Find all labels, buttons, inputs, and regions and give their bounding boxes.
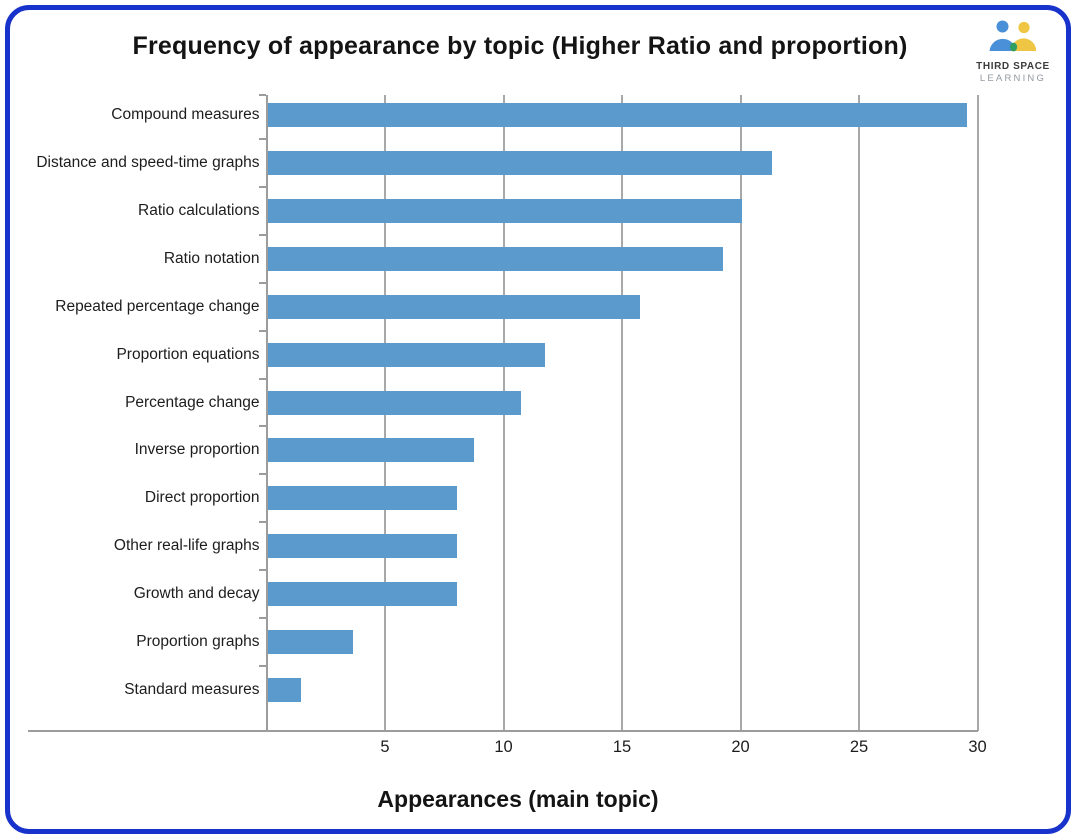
- bar-distance-and-speed-time-graphs: [267, 150, 773, 175]
- logo-text-line1: THIRD SPACE: [976, 61, 1050, 72]
- y-axis-tick: [258, 521, 266, 524]
- category-label: Distance and speed-time graphs: [36, 153, 260, 171]
- y-axis-tick: [258, 617, 266, 620]
- category-label: Repeated percentage change: [55, 297, 260, 315]
- y-axis-tick: [258, 425, 266, 428]
- gridline-20: [739, 95, 742, 731]
- x-tick-label: 5: [380, 738, 390, 756]
- category-label: Compound measures: [111, 106, 260, 123]
- y-axis-tick: [258, 137, 266, 140]
- category-label: Proportion graphs: [136, 633, 260, 651]
- y-axis-tick: [258, 94, 266, 96]
- y-axis-tick: [258, 377, 266, 380]
- bar-ratio-notation: [267, 246, 723, 271]
- y-axis-tick: [258, 185, 266, 188]
- bar-standard-measures: [267, 678, 301, 703]
- bar-direct-proportion: [267, 486, 458, 511]
- x-tick-label: 10: [494, 738, 513, 756]
- gridline-25: [858, 95, 860, 731]
- bar-other-real-life-graphs: [267, 534, 458, 559]
- bar-inverse-proportion: [267, 438, 474, 463]
- category-label: Growth and decay: [133, 585, 260, 603]
- x-axis-title: Appearances (main topic): [377, 786, 659, 812]
- category-label: Proportion equations: [116, 345, 260, 363]
- y-axis-tick: [258, 329, 266, 332]
- bar-proportion-equations: [267, 342, 545, 367]
- category-label: Standard measures: [124, 681, 260, 699]
- gridline-30: [976, 95, 979, 731]
- y-axis-line: [265, 95, 268, 731]
- x-tick-label: 15: [612, 738, 632, 756]
- category-label: Other real-life graphs: [113, 537, 260, 555]
- bar-growth-and-decay: [267, 582, 458, 607]
- y-axis-tick: [258, 665, 266, 668]
- y-axis-tick: [258, 281, 266, 284]
- y-axis-tick: [258, 569, 266, 572]
- category-label: Ratio notation: [163, 249, 260, 267]
- bar-percentage-change: [267, 390, 522, 415]
- logo-people-icon: [989, 20, 1037, 52]
- logo-text-line2: LEARNING: [979, 73, 1047, 84]
- gridline-15: [621, 95, 623, 731]
- x-tick-label: 30: [968, 738, 987, 756]
- bar-compound-measures: [267, 103, 967, 127]
- bar-repeated-percentage-change: [267, 294, 640, 319]
- x-tick-label: 20: [731, 738, 750, 756]
- x-tick-label: 25: [849, 738, 869, 756]
- y-axis-tick: [258, 233, 266, 236]
- x-axis-line: [28, 730, 978, 732]
- category-label: Ratio calculations: [138, 201, 260, 219]
- bar-proportion-graphs: [267, 630, 353, 655]
- third-space-learning-logo: THIRD SPACE LEARNING: [970, 20, 1056, 84]
- page-border-frame: [5, 5, 1071, 834]
- category-label: Direct proportion: [144, 489, 260, 507]
- category-label: Inverse proportion: [134, 441, 260, 459]
- y-axis-tick: [258, 473, 266, 476]
- chart-title: Frequency of appearance by topic (Higher…: [132, 32, 908, 60]
- category-label: Percentage change: [125, 393, 260, 411]
- bar-ratio-calculations: [267, 198, 742, 223]
